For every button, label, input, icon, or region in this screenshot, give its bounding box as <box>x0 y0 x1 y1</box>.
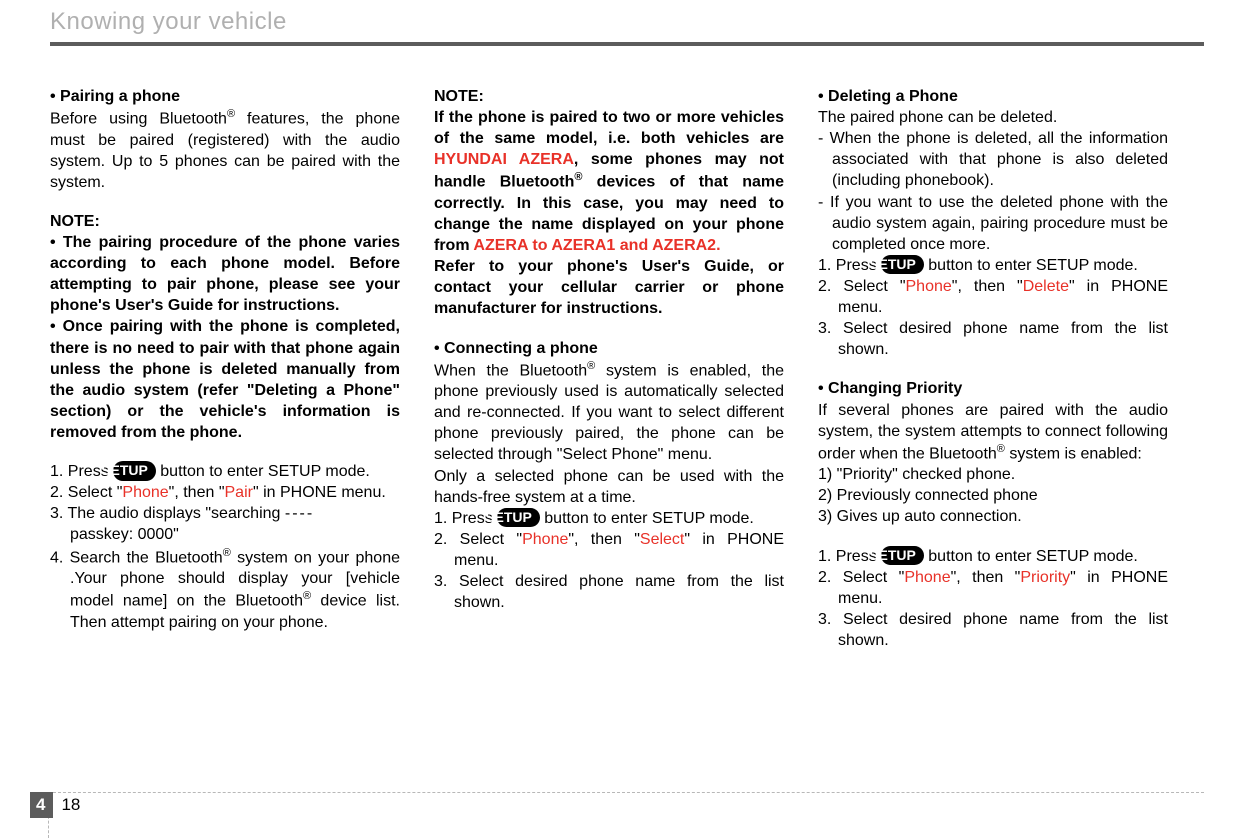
model-rename: AZERA to AZERA1 and AZERA2. <box>473 237 720 254</box>
registered-mark: ® <box>227 108 235 120</box>
priority-steps: 1. Press SETUP button to enter SETUP mod… <box>818 546 1168 652</box>
column-2: NOTE: If the phone is paired to two or m… <box>434 86 784 651</box>
priority-intro: If several phones are paired with the au… <box>818 400 1168 465</box>
text: ", then " <box>952 278 1023 295</box>
deleting-intro: The paired phone can be deleted. <box>818 107 1168 128</box>
text: 2. Select " <box>434 531 522 548</box>
manual-page: Knowing your vehicle • Pairing a phone B… <box>0 0 1240 838</box>
connecting-body: When the Bluetooth® system is enabled, t… <box>434 359 784 466</box>
text: When the Bluetooth <box>434 362 587 379</box>
heading-priority: • Changing Priority <box>818 378 1168 399</box>
registered-mark: ® <box>587 360 595 372</box>
text: button to enter SETUP mode. <box>924 257 1138 274</box>
note-1: • The pairing procedure of the phone var… <box>50 232 400 316</box>
dashes: ---- <box>285 505 314 522</box>
step-2: 2. Select "Phone", then "Pair" in PHONE … <box>50 482 400 503</box>
priority-1: 1) "Priority" checked phone. <box>818 464 1168 485</box>
step-3: 3. Select desired phone name from the li… <box>818 609 1168 651</box>
registered-mark: ® <box>303 590 311 602</box>
heading-connecting: • Connecting a phone <box>434 338 784 359</box>
pairing-steps: 1. Press SETUP button to enter SETUP mod… <box>50 461 400 633</box>
step-3: 3. Select desired phone name from the li… <box>434 571 784 613</box>
menu-delete: Delete <box>1023 278 1069 295</box>
step-1: 1. Press SETUP button to enter SETUP mod… <box>818 546 1168 567</box>
text: 4. Search the Bluetooth <box>50 549 223 566</box>
heading-pairing: • Pairing a phone <box>50 86 400 107</box>
step-1: 1. Press SETUP button to enter SETUP mod… <box>50 461 400 482</box>
pairing-intro: Before using Bluetooth® features, the ph… <box>50 107 400 193</box>
text: passkey: 0000" <box>70 526 179 543</box>
chapter-number: 4 <box>30 792 53 818</box>
setup-button-icon: SETUP <box>881 546 924 565</box>
menu-priority: Priority <box>1020 569 1070 586</box>
note-label: NOTE: <box>50 211 400 232</box>
header-rule <box>50 42 1204 46</box>
menu-select: Select <box>640 531 684 548</box>
note-2: • Once pairing with the phone is complet… <box>50 316 400 443</box>
step-1: 1. Press SETUP button to enter SETUP mod… <box>434 508 784 529</box>
footer-dashed-horizontal <box>48 792 1204 793</box>
note-body: If the phone is paired to two or more ve… <box>434 107 784 256</box>
step-2: 2. Select "Phone", then "Priority" in PH… <box>818 567 1168 609</box>
text: 2. Select " <box>818 278 906 295</box>
note-refer: Refer to your phone's User's Guide, or c… <box>434 256 784 319</box>
menu-phone: Phone <box>906 278 952 295</box>
priority-3: 3) Gives up auto connection. <box>818 506 1168 527</box>
step-1: 1. Press SETUP button to enter SETUP mod… <box>818 255 1168 276</box>
setup-button-icon: SETUP <box>497 508 540 527</box>
note-label: NOTE: <box>434 86 784 107</box>
text: " in PHONE menu. <box>253 484 386 501</box>
page-footer: 4 18 <box>30 792 80 818</box>
text: button to enter SETUP mode. <box>540 510 754 527</box>
text: Before using Bluetooth <box>50 110 227 127</box>
step-2: 2. Select "Phone", then "Delete" in PHON… <box>818 276 1168 318</box>
menu-phone: Phone <box>522 531 568 548</box>
registered-mark: ® <box>223 547 231 559</box>
priority-2: 2) Previously connected phone <box>818 485 1168 506</box>
text: button to enter SETUP mode. <box>156 463 370 480</box>
section-header: Knowing your vehicle <box>50 8 1204 36</box>
text: ", then " <box>169 484 225 501</box>
step-4: 4. Search the Bluetooth® system on your … <box>50 546 400 633</box>
step-2: 2. Select "Phone", then "Select" in PHON… <box>434 529 784 571</box>
heading-deleting: • Deleting a Phone <box>818 86 1168 107</box>
step-3: 3. Select desired phone name from the li… <box>818 318 1168 360</box>
deleting-steps: 1. Press SETUP button to enter SETUP mod… <box>818 255 1168 361</box>
text: system is enabled: <box>1005 445 1142 462</box>
registered-mark: ® <box>997 443 1005 455</box>
menu-phone: Phone <box>122 484 168 501</box>
page-number: 18 <box>61 795 80 815</box>
column-3: • Deleting a Phone The paired phone can … <box>818 86 1168 651</box>
column-1: • Pairing a phone Before using Bluetooth… <box>50 86 400 651</box>
connecting-steps: 1. Press SETUP button to enter SETUP mod… <box>434 508 784 614</box>
list-item: - When the phone is deleted, all the inf… <box>818 128 1168 191</box>
setup-button-icon: SETUP <box>881 255 924 274</box>
text: 3. The audio displays "searching <box>50 505 285 522</box>
text: 2. Select " <box>818 569 904 586</box>
model-name: HYUNDAI AZERA <box>434 151 574 168</box>
menu-phone: Phone <box>904 569 950 586</box>
deleting-notes: - When the phone is deleted, all the inf… <box>818 128 1168 255</box>
setup-button-icon: SETUP <box>113 461 156 480</box>
step-3: 3. The audio displays "searching ---- pas… <box>50 503 400 545</box>
text: button to enter SETUP mode. <box>924 548 1138 565</box>
menu-pair: Pair <box>225 484 253 501</box>
text: 2. Select " <box>50 484 122 501</box>
text: ", then " <box>568 531 640 548</box>
connecting-body-2: Only a selected phone can be used with t… <box>434 466 784 508</box>
text: If the phone is paired to two or more ve… <box>434 109 784 147</box>
list-item: - If you want to use the deleted phone w… <box>818 192 1168 255</box>
text: ", then " <box>951 569 1021 586</box>
content-columns: • Pairing a phone Before using Bluetooth… <box>50 86 1204 651</box>
